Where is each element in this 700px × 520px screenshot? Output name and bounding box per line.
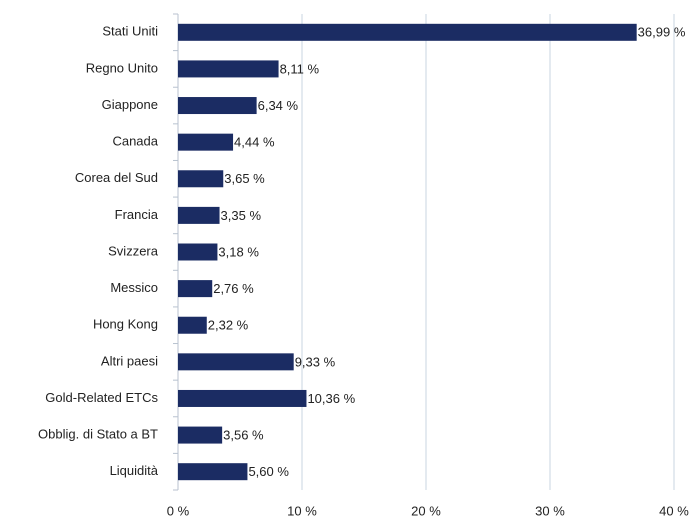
y-tick-label: Altri paesi	[101, 353, 158, 368]
y-tick-label: Liquidità	[110, 463, 159, 478]
y-tick-label: Svizzera	[108, 243, 159, 258]
value-label: 2,76 %	[213, 281, 254, 296]
x-tick-label: 40 %	[659, 503, 689, 518]
value-label: 3,35 %	[221, 208, 262, 223]
y-tick-label: Hong Kong	[93, 317, 158, 332]
value-label: 9,33 %	[295, 354, 336, 369]
value-label: 3,65 %	[224, 171, 265, 186]
value-label: 2,32 %	[208, 318, 249, 333]
x-tick-label: 20 %	[411, 503, 441, 518]
bar	[178, 23, 637, 41]
bar	[178, 243, 218, 261]
bar	[178, 97, 257, 115]
bar	[178, 353, 294, 371]
x-tick-label: 10 %	[287, 503, 317, 518]
value-label: 10,36 %	[307, 391, 355, 406]
y-tick-label: Corea del Sud	[75, 170, 158, 185]
value-label: 36,99 %	[638, 25, 686, 40]
value-label: 8,11 %	[280, 61, 320, 76]
bar	[178, 206, 220, 224]
bar	[178, 463, 248, 481]
bar	[178, 60, 279, 78]
bar	[178, 133, 234, 151]
bar	[178, 389, 307, 407]
y-tick-label: Stati Uniti	[102, 24, 158, 39]
y-tick-label: Giappone	[102, 97, 158, 112]
bar	[178, 426, 223, 444]
value-label: 3,56 %	[223, 428, 264, 443]
y-tick-label: Regno Unito	[86, 60, 158, 75]
value-label: 5,60 %	[248, 464, 289, 479]
y-tick-label: Messico	[110, 280, 158, 295]
x-tick-label: 30 %	[535, 503, 565, 518]
y-tick-label: Gold-Related ETCs	[45, 390, 158, 405]
value-label: 6,34 %	[258, 98, 299, 113]
value-label: 3,18 %	[218, 244, 259, 259]
bar	[178, 316, 207, 334]
bar	[178, 170, 224, 188]
y-tick-label: Canada	[112, 134, 158, 149]
x-tick-label: 0 %	[167, 503, 190, 518]
bar	[178, 280, 213, 298]
value-label: 4,44 %	[234, 135, 275, 150]
y-tick-label: Francia	[115, 207, 159, 222]
y-tick-label: Obblig. di Stato a BT	[38, 427, 158, 442]
